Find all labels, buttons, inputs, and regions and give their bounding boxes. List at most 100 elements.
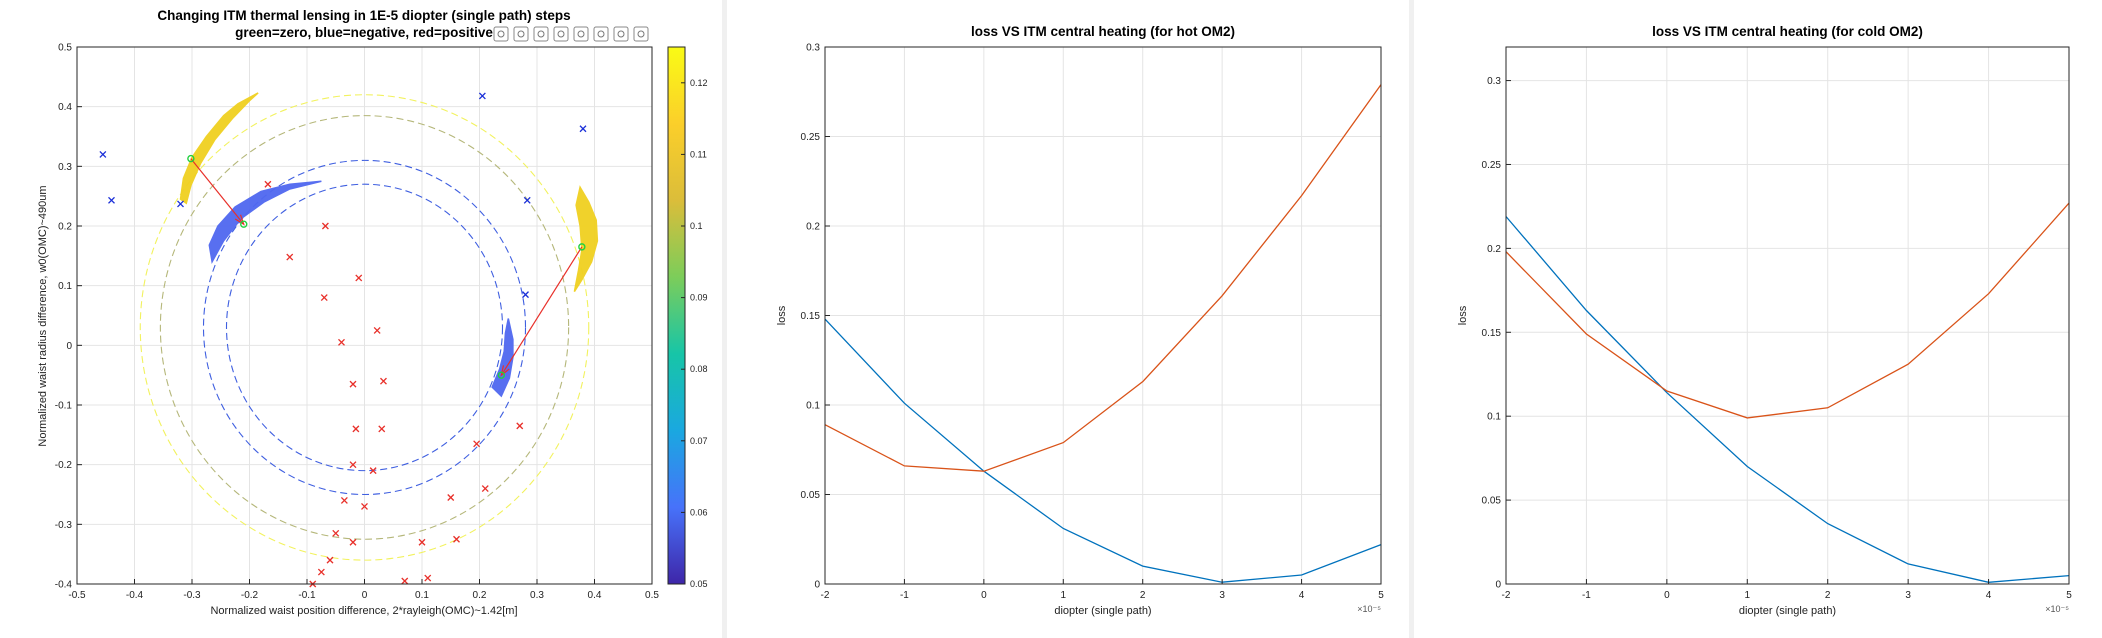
zoom-in-icon-frame <box>593 26 609 42</box>
x-tick-label: 2 <box>1140 590 1146 601</box>
red-marker <box>361 502 368 510</box>
x-tick-label: 0.1 <box>415 590 429 601</box>
rotate-icon-frame <box>553 26 569 42</box>
red-marker <box>338 338 345 346</box>
data-tip-icon[interactable] <box>513 26 529 42</box>
colorbar-tick-label: 0.11 <box>690 149 707 159</box>
x-tick-label: -0.2 <box>241 590 259 601</box>
x-tick-label: -0.5 <box>68 590 86 601</box>
data-tip-icon-glyph <box>517 30 525 38</box>
y-tick-label: -0.2 <box>55 460 73 471</box>
blue-marker-stroke <box>478 92 486 100</box>
brush-icon-glyph <box>497 30 505 38</box>
series-line-1 <box>824 318 1382 583</box>
red-marker-stroke <box>352 425 360 433</box>
colorbar-tick-label: 0.07 <box>690 436 708 446</box>
red-marker <box>447 494 455 501</box>
x-axis-label: Normalized waist position difference, 2*… <box>210 605 517 617</box>
zoom-in-icon[interactable] <box>593 26 609 42</box>
blue-marker-stroke <box>177 200 184 208</box>
y-tick-label: 0.05 <box>1482 496 1502 507</box>
colorbar-tick-label: 0.12 <box>690 78 708 88</box>
red-marker-stroke <box>264 180 272 188</box>
y-tick-label: 0.1 <box>1487 412 1501 423</box>
figure-toolbar[interactable] <box>493 26 649 42</box>
x-tick-label: 0 <box>362 590 368 601</box>
red-marker-stroke <box>332 529 340 537</box>
x-tick-label: -1 <box>900 590 909 601</box>
colorbar-tick-label: 0.1 <box>690 221 703 231</box>
blue-marker-stroke <box>579 125 587 133</box>
series-line-2 <box>824 84 1382 472</box>
x-tick-label: 3 <box>1905 590 1911 601</box>
red-marker-stroke <box>361 502 368 510</box>
density-band-right-cool <box>491 318 514 398</box>
pan-icon[interactable] <box>533 26 549 42</box>
red-marker <box>349 461 357 469</box>
y-tick-label: 0.2 <box>1487 244 1501 255</box>
red-marker-stroke <box>481 485 489 492</box>
red-marker <box>401 577 409 585</box>
red-marker <box>424 574 432 582</box>
y-tick-label: 0.2 <box>58 222 72 233</box>
blue-marker <box>523 196 531 204</box>
y-tick-label: 0.2 <box>806 222 820 233</box>
red-marker <box>349 538 357 546</box>
colorbar-tick-label: 0.06 <box>690 507 708 517</box>
red-marker-stroke <box>473 440 481 448</box>
red-marker-stroke <box>321 222 329 230</box>
red-marker-stroke <box>355 274 363 282</box>
x-tick-label: 0.5 <box>645 590 659 601</box>
chart-title: loss VS ITM central heating (for cold OM… <box>1652 24 1923 39</box>
red-marker-stroke <box>453 535 460 543</box>
y-axis-label: loss <box>1457 305 1469 325</box>
x-tick-label: 4 <box>1299 590 1305 601</box>
red-marker-stroke <box>338 338 345 346</box>
dashed-circle <box>159 115 570 540</box>
chart-title: loss VS ITM central heating (for hot OM2… <box>971 24 1235 39</box>
density-band-upper-left-cool <box>208 180 322 265</box>
blue-marker-stroke <box>522 291 529 299</box>
red-marker <box>516 422 524 430</box>
red-marker-stroke <box>447 494 455 501</box>
chart-title: Changing ITM thermal lensing in 1E-5 dio… <box>157 8 570 23</box>
blue-marker <box>579 125 587 133</box>
axes-box <box>1505 46 2070 585</box>
hand-icon[interactable] <box>573 26 589 42</box>
red-marker <box>352 425 360 433</box>
zoom-out-icon-frame <box>613 26 629 42</box>
zoom-in-icon-glyph <box>597 30 605 38</box>
blue-marker-stroke <box>523 196 531 204</box>
x-tick-label: -0.3 <box>183 590 201 601</box>
y-tick-label: 0 <box>814 580 820 591</box>
figure-window-1: -0.5 -0.4 -0.3 -0.2 -0.1 0 0.1 0.2 0.3 0.4 0.5 -0.4… <box>0 0 722 638</box>
red-marker <box>373 326 381 334</box>
arrow-head <box>500 365 510 377</box>
y-tick-label: 0.5 <box>58 43 72 54</box>
zoom-out-icon[interactable] <box>613 26 629 42</box>
x-tick-label: -2 <box>1502 590 1511 601</box>
x-tick-label: 0.4 <box>588 590 602 601</box>
red-marker-stroke <box>317 568 325 576</box>
red-marker-stroke <box>418 538 426 546</box>
red-marker <box>481 485 489 492</box>
brush-icon[interactable] <box>493 26 509 42</box>
rotate-icon[interactable] <box>553 26 569 42</box>
data-tip-icon-frame <box>513 26 529 42</box>
red-marker <box>317 568 325 576</box>
x-tick-label: 0 <box>1664 590 1670 601</box>
y-tick-label: 0.15 <box>1482 328 1502 339</box>
red-marker <box>418 538 426 546</box>
y-tick-label: 0.05 <box>801 490 821 501</box>
chart-subtitle: green=zero, blue=negative, red=positive <box>235 25 493 40</box>
red-marker <box>380 377 387 385</box>
dashed-circle <box>139 94 590 561</box>
y-tick-label: 0.1 <box>58 281 72 292</box>
red-marker <box>264 180 272 188</box>
series-line-2 <box>1505 202 2070 419</box>
red-marker-stroke <box>516 422 524 430</box>
home-icon[interactable] <box>633 26 649 42</box>
dashed-circle <box>202 159 527 496</box>
y-tick-label: 0.4 <box>58 102 72 113</box>
blue-marker <box>177 200 184 208</box>
